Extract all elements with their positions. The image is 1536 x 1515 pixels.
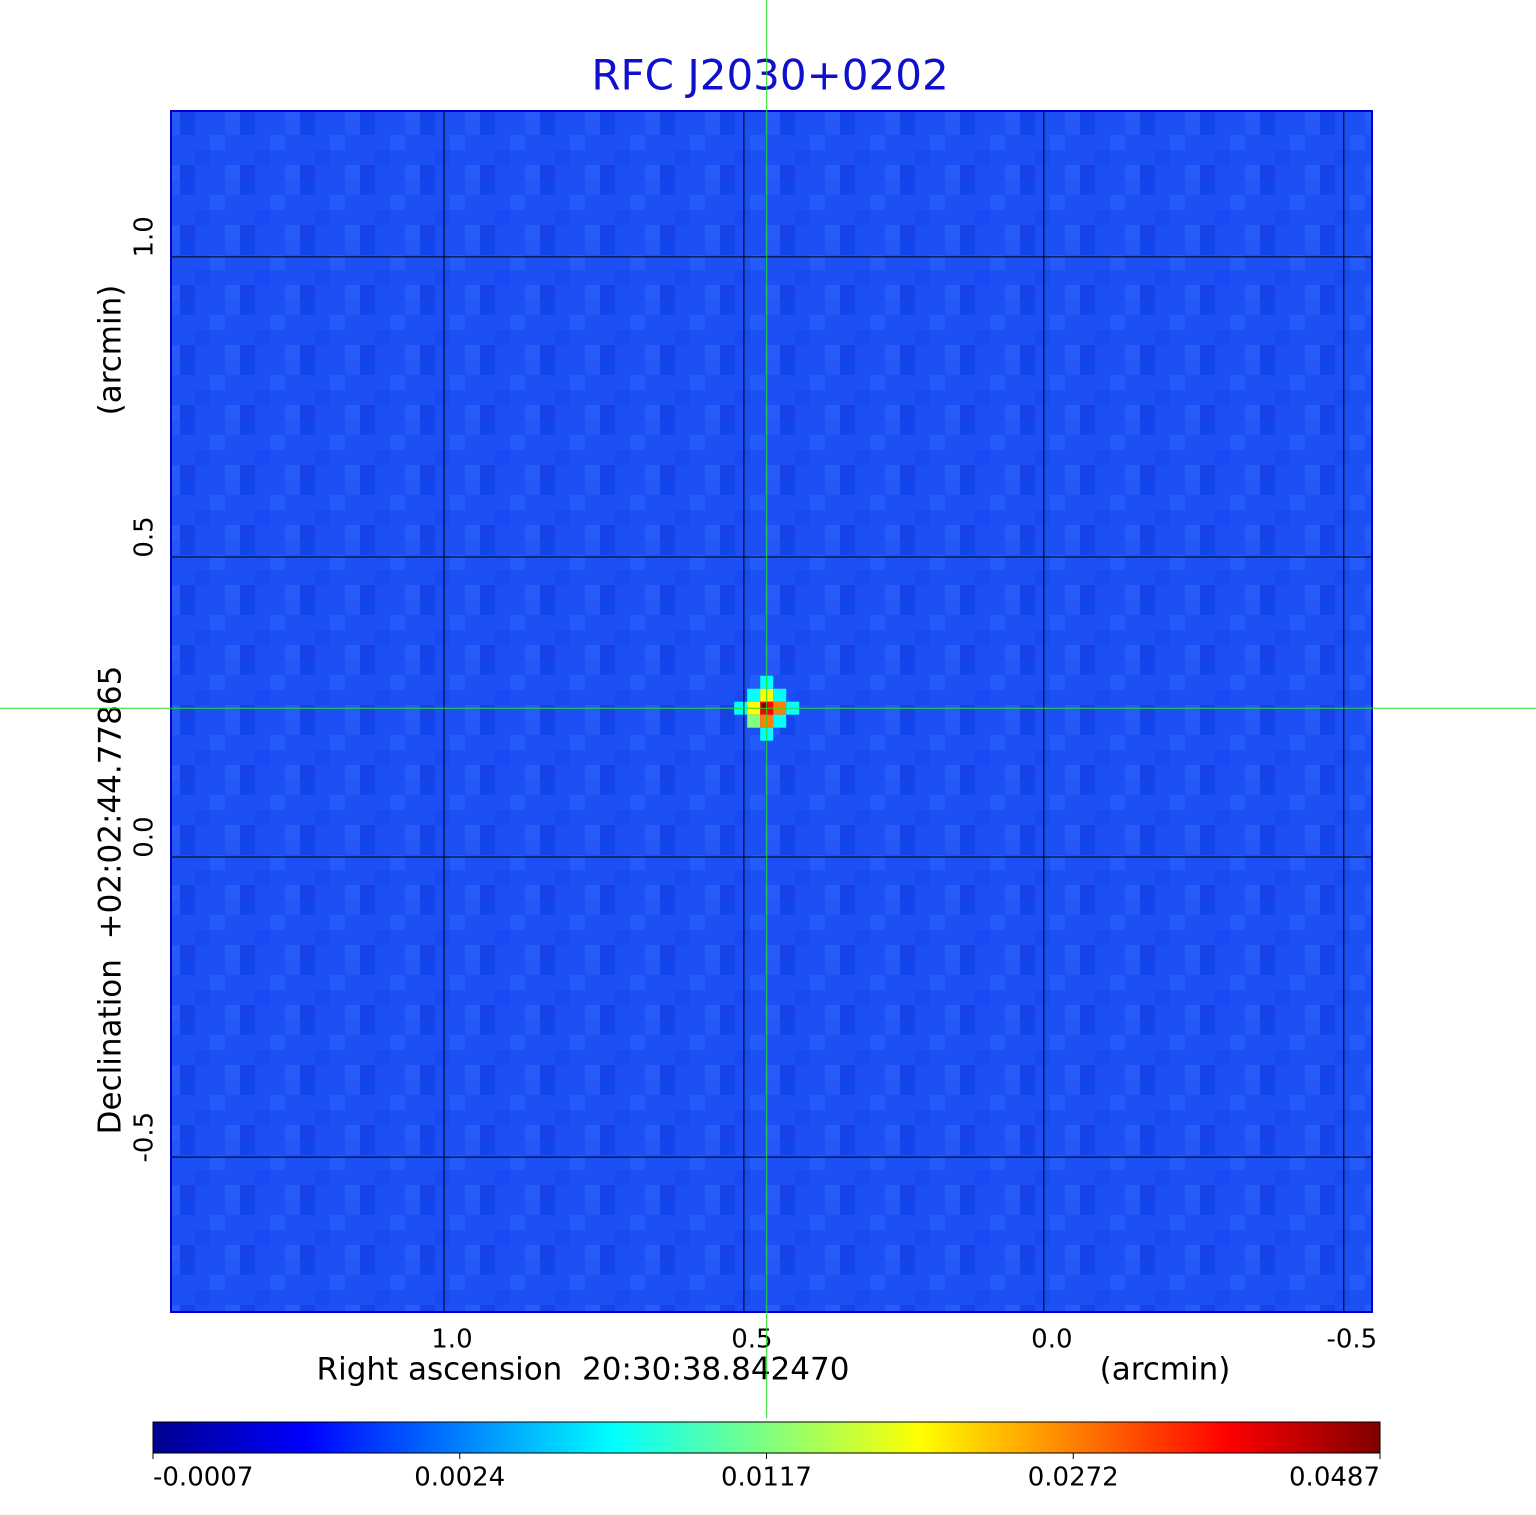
x-axis-unit: (arcmin) <box>1100 1352 1231 1388</box>
x-tick-label: 0.0 <box>1031 1325 1072 1355</box>
colorbar <box>152 1421 1381 1454</box>
x-tick-label: -0.5 <box>1326 1325 1377 1355</box>
source-pixel <box>747 714 761 728</box>
x-axis-label: Right ascension 20:30:38.842470 <box>317 1352 850 1388</box>
y-tick-label: 0.0 <box>130 816 160 857</box>
plot-frame <box>170 110 1373 1313</box>
y-axis-label: Declination +02:02:44.77865 <box>93 666 129 1135</box>
y-axis-unit: (arcmin) <box>93 285 129 416</box>
colorbar-tick-label: 0.0117 <box>721 1463 812 1493</box>
source-peak <box>761 703 768 710</box>
y-tick-label: 0.5 <box>130 516 160 557</box>
source-pixel <box>773 714 787 728</box>
colorbar-tick-label: 0.0272 <box>1028 1463 1119 1493</box>
y-tick-label: 1.0 <box>130 216 160 257</box>
colorbar-tick-label: -0.0007 <box>153 1463 253 1493</box>
colorbar-tick-label: 0.0487 <box>1289 1463 1380 1493</box>
chart-title: RFC J2030+0202 <box>591 51 948 100</box>
x-tick-label: 1.0 <box>431 1325 472 1355</box>
y-tick-label: -0.5 <box>130 1112 160 1163</box>
x-tick-label: 0.5 <box>731 1325 772 1355</box>
source-pixel <box>747 688 761 702</box>
source-pixel <box>773 688 787 702</box>
colorbar-tick-label: 0.0024 <box>414 1463 505 1493</box>
